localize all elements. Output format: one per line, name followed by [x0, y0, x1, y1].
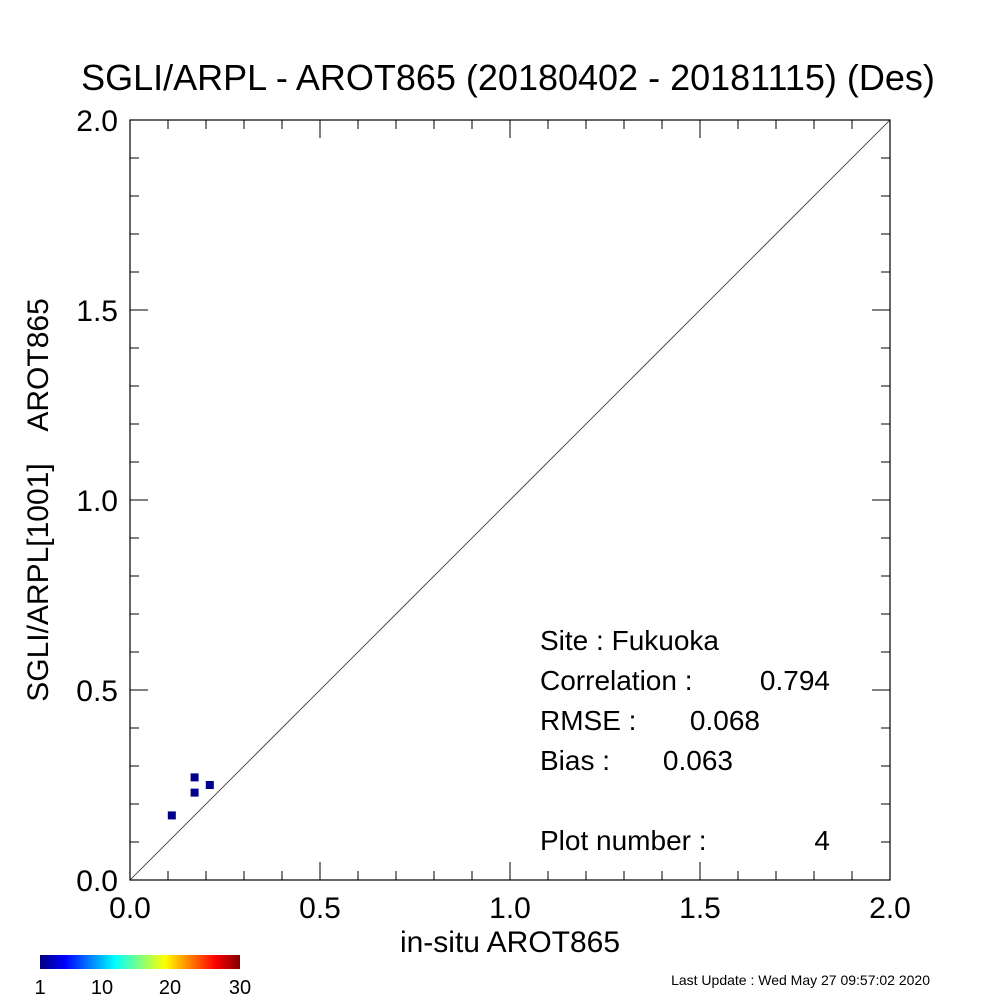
- stat-value: 0.068: [690, 705, 760, 736]
- stat-label: RMSE :: [540, 705, 636, 736]
- last-update-text: Last Update : Wed May 27 09:57:02 2020: [671, 972, 930, 988]
- colorbar-tick-label: 30: [229, 977, 251, 999]
- x-tick-label: 0.5: [299, 892, 341, 925]
- y-tick-label: 0.0: [76, 865, 118, 898]
- y-tick-label: 2.0: [76, 105, 118, 138]
- y-tick-label: 1.5: [76, 295, 118, 328]
- x-tick-label: 1.5: [679, 892, 721, 925]
- colorbar-tick-label: 10: [91, 977, 113, 999]
- stat-label: Bias :: [540, 745, 610, 776]
- y-tick-label: 0.5: [76, 675, 118, 708]
- x-tick-label: 2.0: [869, 892, 911, 925]
- y-tick-label: 1.0: [76, 485, 118, 518]
- colorbar-tick-label: 20: [159, 977, 181, 999]
- data-point: [167, 811, 176, 820]
- chart-title: SGLI/ARPL - AROT865 (20180402 - 20181115…: [81, 57, 935, 98]
- colorbar-tick-label: 1: [34, 977, 45, 999]
- data-point: [190, 788, 199, 797]
- x-axis-label: in-situ AROT865: [400, 926, 620, 959]
- x-tick-label: 0.0: [109, 892, 151, 925]
- stat-label: Plot number :: [540, 825, 707, 856]
- y-axis-label: SGLI/ARPL[1001] AROT865: [22, 298, 55, 702]
- colorbar-gradient: [40, 955, 240, 969]
- stat-value: 4: [814, 825, 830, 856]
- stat-value: 0.794: [760, 665, 830, 696]
- stat-label: Site : Fukuoka: [540, 625, 719, 656]
- stat-label: Correlation :: [540, 665, 693, 696]
- stat-value: 0.063: [663, 745, 733, 776]
- one-to-one-line: [129, 119, 891, 881]
- data-point: [205, 781, 214, 789]
- x-tick-label: 1.0: [489, 892, 531, 925]
- data-point: [190, 773, 199, 782]
